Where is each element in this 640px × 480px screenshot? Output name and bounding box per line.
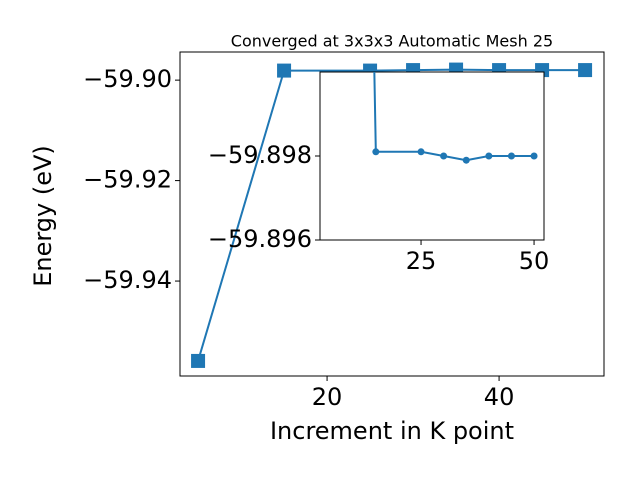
line <box>197 68 586 362</box>
marker <box>372 148 380 156</box>
series-group <box>191 62 593 368</box>
chart-title: Converged at 3x3x3 Automatic Mesh 25 <box>231 32 553 51</box>
x-tick-label: 20 <box>312 383 343 411</box>
marker <box>440 152 448 160</box>
marker <box>578 63 593 78</box>
marker <box>530 152 538 160</box>
series-group <box>372 72 538 164</box>
marker <box>277 63 292 78</box>
x-tick-label: 40 <box>484 383 515 411</box>
marker <box>191 353 206 368</box>
line <box>373 72 535 162</box>
y-tick-label: −59.898 <box>208 141 312 169</box>
y-tick-label: −59.92 <box>83 166 172 194</box>
marker <box>462 156 470 164</box>
y-tick-label: −59.90 <box>83 65 172 93</box>
y-tick-label: −59.896 <box>208 225 312 253</box>
y-axis-label: Energy (eV) <box>29 145 57 287</box>
x-axis-label: Increment in K point <box>270 417 514 445</box>
x-tick-label: 25 <box>406 247 437 275</box>
y-tick-label: −59.94 <box>83 266 172 294</box>
x-tick-label: 50 <box>519 247 550 275</box>
marker <box>485 152 493 160</box>
marker <box>507 152 515 160</box>
marker <box>417 148 425 156</box>
